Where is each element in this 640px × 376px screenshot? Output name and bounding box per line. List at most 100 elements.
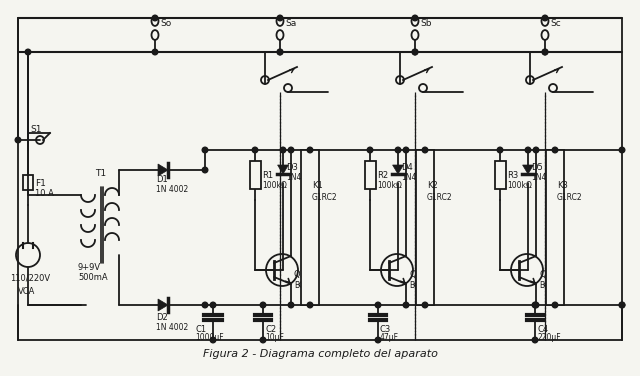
Circle shape bbox=[375, 302, 381, 308]
Text: 500mA: 500mA bbox=[78, 273, 108, 282]
Text: C3: C3 bbox=[380, 326, 391, 335]
Text: F1: F1 bbox=[35, 179, 46, 188]
Text: K3: K3 bbox=[557, 180, 568, 190]
Circle shape bbox=[532, 337, 538, 343]
Bar bbox=[495, 161, 506, 189]
Circle shape bbox=[288, 302, 294, 308]
Circle shape bbox=[15, 137, 20, 143]
Circle shape bbox=[277, 15, 283, 21]
Text: G1RC2: G1RC2 bbox=[312, 193, 338, 202]
Text: Q3: Q3 bbox=[539, 270, 551, 279]
Text: 100kΩ: 100kΩ bbox=[262, 182, 287, 191]
Polygon shape bbox=[392, 165, 403, 174]
Text: 10μF: 10μF bbox=[265, 334, 284, 343]
Text: Q1: Q1 bbox=[294, 270, 306, 279]
Circle shape bbox=[542, 15, 548, 21]
Circle shape bbox=[533, 147, 539, 153]
Circle shape bbox=[375, 337, 381, 343]
Text: 1000μF: 1000μF bbox=[195, 334, 223, 343]
Text: 1N4148: 1N4148 bbox=[401, 173, 431, 182]
Text: Figura 2 - Diagrama completo del aparato: Figura 2 - Diagrama completo del aparato bbox=[203, 349, 437, 359]
Circle shape bbox=[412, 49, 418, 55]
Circle shape bbox=[202, 167, 208, 173]
Ellipse shape bbox=[541, 30, 548, 40]
Bar bbox=[365, 161, 376, 189]
Text: R1: R1 bbox=[262, 170, 273, 179]
Text: BC517: BC517 bbox=[539, 280, 564, 290]
Text: Q2: Q2 bbox=[409, 270, 421, 279]
Text: 47μF: 47μF bbox=[380, 334, 399, 343]
Ellipse shape bbox=[541, 16, 548, 26]
Text: S1: S1 bbox=[30, 126, 42, 135]
Circle shape bbox=[260, 302, 266, 308]
Text: 9+9V: 9+9V bbox=[78, 262, 101, 271]
Text: 1N 4002: 1N 4002 bbox=[156, 323, 188, 332]
Text: D1: D1 bbox=[156, 176, 168, 185]
Ellipse shape bbox=[276, 16, 284, 26]
Text: So: So bbox=[160, 20, 172, 29]
Circle shape bbox=[422, 147, 428, 153]
Text: K2: K2 bbox=[427, 180, 438, 190]
Circle shape bbox=[533, 302, 539, 308]
Text: Sa: Sa bbox=[285, 20, 296, 29]
Ellipse shape bbox=[412, 30, 419, 40]
Text: 100kΩ: 100kΩ bbox=[507, 182, 532, 191]
Polygon shape bbox=[158, 299, 168, 311]
Bar bbox=[250, 161, 260, 189]
Text: 110/220V: 110/220V bbox=[10, 273, 50, 282]
Polygon shape bbox=[278, 165, 289, 174]
Text: 220μF: 220μF bbox=[537, 334, 561, 343]
Bar bbox=[416, 150, 434, 305]
Circle shape bbox=[552, 147, 558, 153]
Circle shape bbox=[403, 302, 409, 308]
Circle shape bbox=[620, 302, 625, 308]
Circle shape bbox=[210, 302, 216, 308]
Bar bbox=[23, 175, 33, 190]
Circle shape bbox=[620, 302, 625, 308]
Circle shape bbox=[497, 147, 503, 153]
Text: 1N4148: 1N4148 bbox=[286, 173, 316, 182]
Circle shape bbox=[152, 49, 158, 55]
Ellipse shape bbox=[412, 16, 419, 26]
Text: 10 A: 10 A bbox=[35, 188, 54, 197]
Text: C1: C1 bbox=[195, 326, 206, 335]
Text: VCA: VCA bbox=[18, 287, 35, 296]
Text: R3: R3 bbox=[507, 170, 518, 179]
Circle shape bbox=[412, 15, 418, 21]
Polygon shape bbox=[523, 165, 533, 174]
Circle shape bbox=[307, 147, 313, 153]
Text: BC517: BC517 bbox=[294, 280, 319, 290]
Circle shape bbox=[277, 49, 283, 55]
Text: C2: C2 bbox=[265, 326, 276, 335]
Bar bbox=[546, 150, 564, 305]
Circle shape bbox=[403, 147, 409, 153]
Circle shape bbox=[252, 147, 258, 153]
Circle shape bbox=[280, 147, 286, 153]
Circle shape bbox=[542, 49, 548, 55]
Text: 100kΩ: 100kΩ bbox=[377, 182, 402, 191]
Circle shape bbox=[422, 302, 428, 308]
Circle shape bbox=[532, 302, 538, 308]
Text: Sb: Sb bbox=[420, 20, 431, 29]
Text: BC517: BC517 bbox=[409, 280, 434, 290]
Circle shape bbox=[277, 49, 283, 55]
Text: D4: D4 bbox=[401, 164, 413, 173]
Circle shape bbox=[202, 302, 208, 308]
Text: 1N 4002: 1N 4002 bbox=[156, 185, 188, 194]
Circle shape bbox=[542, 49, 548, 55]
Text: C4: C4 bbox=[537, 326, 548, 335]
Text: D5: D5 bbox=[531, 164, 543, 173]
Text: K1: K1 bbox=[312, 180, 323, 190]
Text: R2: R2 bbox=[377, 170, 388, 179]
Circle shape bbox=[288, 147, 294, 153]
Text: D3: D3 bbox=[286, 164, 298, 173]
Circle shape bbox=[202, 147, 208, 153]
Circle shape bbox=[620, 147, 625, 153]
Circle shape bbox=[210, 337, 216, 343]
Text: G1RC2: G1RC2 bbox=[557, 193, 582, 202]
Ellipse shape bbox=[152, 30, 159, 40]
Circle shape bbox=[307, 302, 313, 308]
Circle shape bbox=[525, 147, 531, 153]
Circle shape bbox=[396, 147, 401, 153]
Circle shape bbox=[260, 337, 266, 343]
